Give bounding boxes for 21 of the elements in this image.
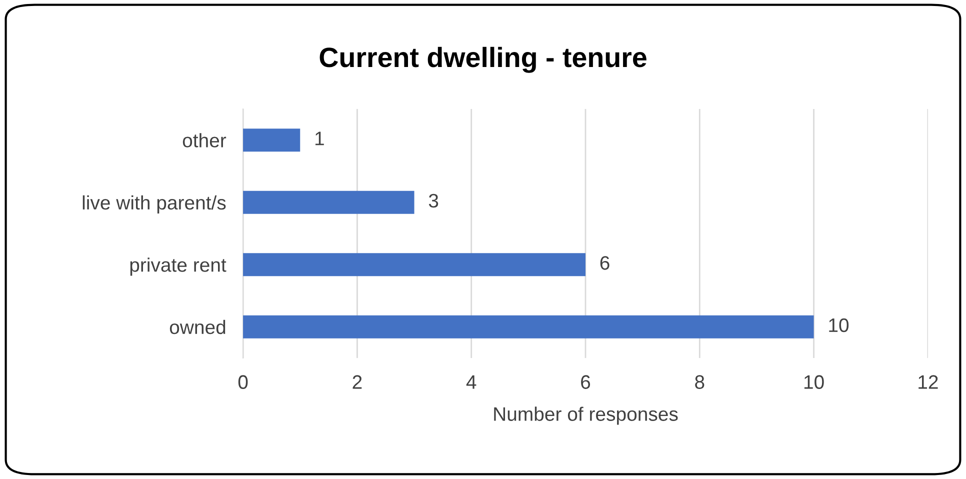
data-label: 10 [829, 318, 849, 332]
bar [243, 190, 414, 214]
x-tick-label: 10 [804, 375, 824, 389]
bar [243, 315, 814, 338]
y-tick-label: live with parent/s [82, 195, 226, 214]
x-tick-label: 12 [918, 375, 938, 389]
x-tick-label: 4 [466, 375, 476, 389]
chart-title: Current dwelling - tenure [320, 46, 646, 73]
x-tick-label: 8 [695, 375, 704, 389]
bar [243, 128, 300, 152]
data-label: 1 [315, 132, 324, 146]
y-tick-label: other [182, 133, 226, 148]
x-tick-label: 2 [352, 375, 362, 389]
data-label: 3 [428, 194, 438, 208]
y-tick-label: owned [170, 320, 226, 334]
data-label: 6 [600, 256, 610, 270]
y-tick-label: private rent [130, 258, 226, 276]
x-axis-title: Number of responses [494, 406, 678, 425]
x-tick-label: 0 [238, 375, 248, 389]
x-tick-label: 6 [581, 375, 590, 389]
bar [243, 253, 586, 276]
